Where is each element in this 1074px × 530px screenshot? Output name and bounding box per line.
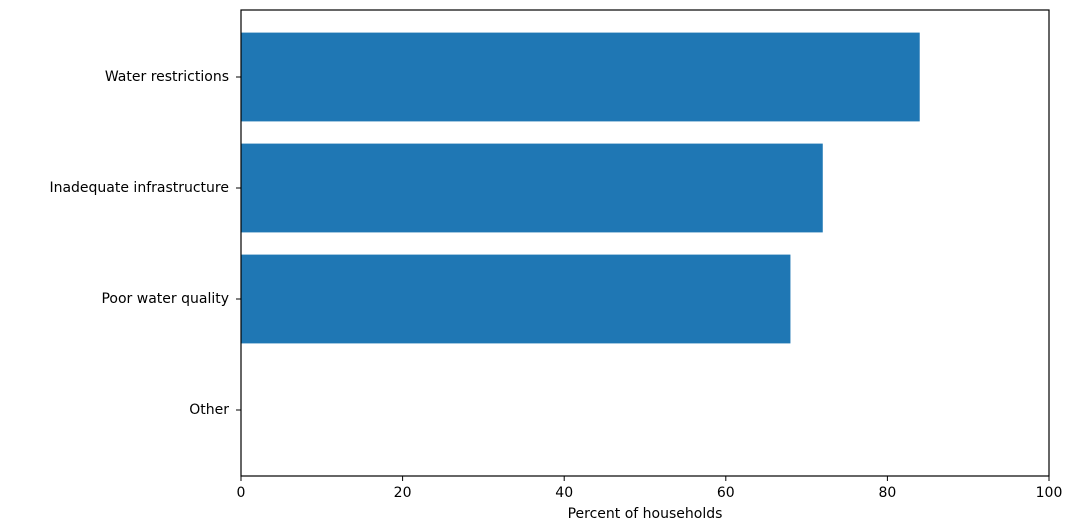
x-tick-label: 40 — [555, 485, 573, 501]
y-tick-label: Poor water quality — [101, 291, 229, 307]
bar — [241, 143, 823, 233]
x-tick-label: 80 — [878, 485, 896, 501]
y-tick-label: Other — [189, 402, 229, 418]
plot-frame — [240, 9, 1050, 477]
x-tick-label: 20 — [394, 485, 412, 501]
x-tick-label: 60 — [717, 485, 735, 501]
y-tick-label: Water restrictions — [105, 69, 229, 85]
bar — [241, 254, 791, 344]
x-axis-label: Percent of households — [568, 506, 723, 522]
y-tick-label: Inadequate infrastructure — [49, 180, 229, 196]
bar — [241, 32, 920, 122]
x-tick-label: 0 — [237, 485, 246, 501]
x-tick-label: 100 — [1036, 485, 1063, 501]
